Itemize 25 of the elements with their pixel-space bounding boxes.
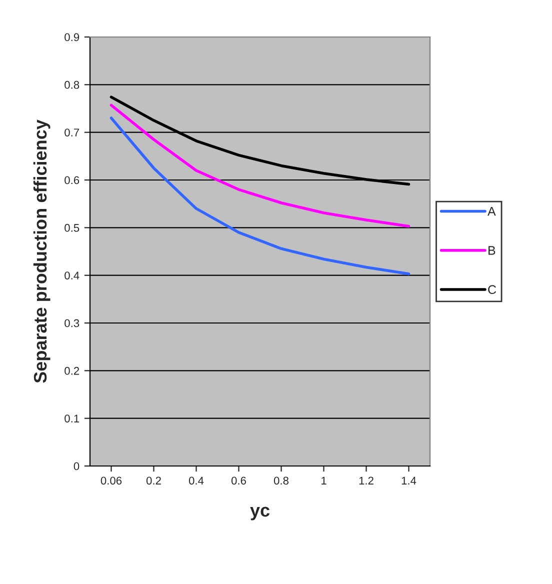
line-series: [110, 104, 410, 228]
y-tick-label: 0.9: [64, 33, 80, 42]
y-tick-label: 0.4: [64, 272, 80, 280]
x-tick-label: 0.06: [100, 476, 122, 485]
y-tick-label: 0.7: [64, 128, 80, 136]
x-tick-label: 1.2: [359, 476, 374, 484]
y-tick-label: 0.3: [64, 319, 80, 328]
line-series: [110, 116, 410, 276]
x-tick-label: 1.4: [402, 476, 416, 484]
x-tick-label: 1: [322, 476, 326, 484]
x-tick-label: 0.8: [274, 476, 288, 485]
y-tick-label: 0.5: [64, 224, 80, 232]
y-axis-title: Separate production efficiency: [33, 120, 50, 383]
x-tick-label: 0.6: [231, 476, 246, 485]
y-tick-label: 0.2: [64, 366, 80, 375]
y-tick-label: 0.1: [64, 414, 80, 422]
y-tick-label: 0.8: [64, 80, 80, 89]
y-tick-label: 0.6: [64, 176, 80, 184]
legend-label: C: [488, 285, 496, 294]
x-tick-label: 0.4: [188, 476, 204, 485]
y-tick-label: 0: [74, 462, 80, 470]
legend-label: B: [488, 246, 496, 255]
x-axis-title: yc: [250, 506, 270, 520]
x-tick-label: 0.2: [146, 476, 161, 485]
legend-label: A: [488, 206, 496, 216]
